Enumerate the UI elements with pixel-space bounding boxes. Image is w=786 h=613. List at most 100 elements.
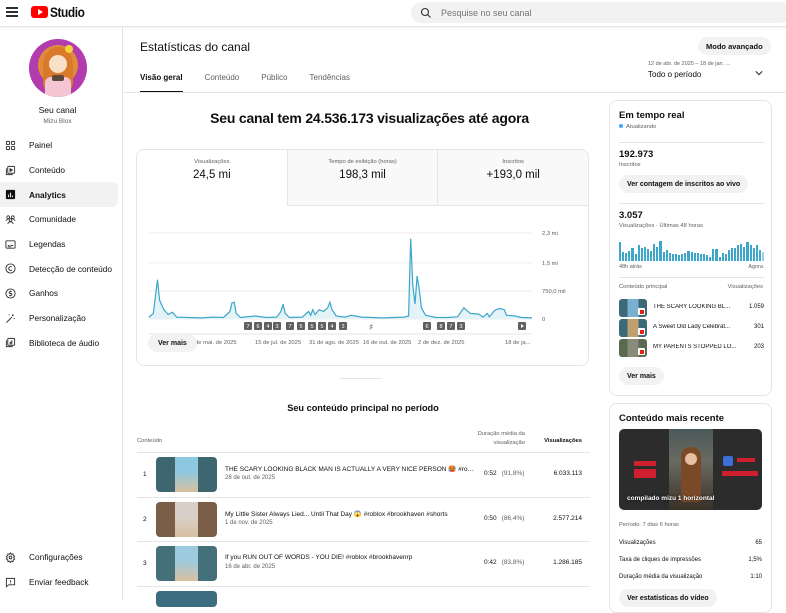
advanced-mode-button[interactable]: Modo avançado [698,37,771,55]
column-header-views[interactable]: Visualizações [544,438,582,444]
sidebar-item-label: Configurações [29,552,83,563]
video-title[interactable]: If you RUN OUT OF WORDS - YOU DIE! #robl… [225,554,413,561]
duration-percent: (86,4%) [501,514,525,522]
realtime-bar [668,253,671,261]
page-title: Estatísticas do canal [140,40,251,54]
item-title: MY PARENTS STOPPED LO... [653,344,737,350]
table-row[interactable]: 2 My Little Sister Always Lied... Until T… [137,498,590,542]
tab-tendencias[interactable]: Tendências [309,73,350,82]
search-input[interactable] [441,7,741,18]
like-icon [723,456,733,466]
metric-tab-views[interactable]: Visualizações 24,5 mi [137,150,287,206]
video-thumbnail [156,590,217,607]
channel-avatar[interactable] [29,39,87,97]
total-views-headline: Seu canal tem 24.536.173 visualizações a… [210,110,529,126]
table-header: Conteúdo Duração média da visualização V… [137,427,590,453]
video-analytics-button[interactable]: Ver estatísticas do vídeo [619,589,717,607]
realtime-bar [734,247,737,261]
svg-text:3: 3 [341,324,344,330]
sidebar-item-painel[interactable]: Painel [0,133,118,158]
content-icon [5,165,16,175]
item-views: 203 [753,344,764,350]
metric-label: Visualizações [194,159,230,165]
svg-text:4: 4 [330,324,333,330]
realtime-bar [737,245,740,261]
column-header-content[interactable]: Conteúdo [137,438,163,444]
svg-text:7: 7 [246,324,249,330]
realtime-bar [622,252,625,261]
sidebar-item-label: Detecção de conteúdo [29,263,113,274]
realtime-bar [690,252,693,261]
tab-conteudo[interactable]: Conteúdo [204,73,240,82]
column-header-avg-duration[interactable]: Duração média da visualização [477,431,525,446]
sidebar-item-deteccao[interactable]: Detecção de conteúdo [0,256,118,281]
dashboard-icon [5,140,16,150]
video-thumbnail [619,319,647,337]
date-range-picker[interactable]: 12 de abr. de 2025 – 18 de jan. ... Todo… [648,61,768,79]
sidebar-item-label: Conteúdo [29,165,65,176]
search-bar[interactable] [411,2,786,23]
realtime-bar [653,244,656,261]
sidebar-item-biblioteca-audio[interactable]: Biblioteca de áudio [0,331,118,356]
item-views: 1.059 [748,304,764,310]
metric-tab-watch-time[interactable]: Tempo de exibição (horas) 198,3 mil [286,150,438,206]
realtime-list-item[interactable]: A Sweet Old Lady Celebrat... 301 [619,319,764,337]
subscriber-label: Inscritos [619,162,641,168]
views-value: 2.577.214 [553,514,582,522]
table-row[interactable]: 1 THE SCARY LOOKING BLACK MAN IS ACTUALLY… [137,453,590,498]
video-thumbnail [156,457,217,492]
hamburger-menu-icon[interactable] [6,7,18,17]
realtime-list-item[interactable]: THE SCARY LOOKING BL... 1.059 [619,299,764,317]
tab-publico[interactable]: Público [261,73,288,82]
analytics-tabs: Visão geral Conteúdo Público Tendências [140,73,372,93]
sidebar-item-conteudo[interactable]: Conteúdo [0,158,118,183]
sidebar-item-analytics[interactable]: Analytics [0,182,118,208]
svg-text:7: 7 [449,324,452,330]
realtime-bar [706,255,709,261]
realtime-bar [643,246,646,261]
sidebar-item-label: Biblioteca de áudio [29,337,100,348]
svg-text:16 de out. de 2025: 16 de out. de 2025 [363,340,411,346]
recent-stat-avg-duration: Duração média da visualização 1:10 [619,574,762,580]
realtime-list-item[interactable]: MY PARENTS STOPPED LO... 203 [619,339,764,357]
tab-visao-geral[interactable]: Visão geral [140,73,183,93]
realtime-bar [678,255,681,261]
sidebar-item-label: Enviar feedback [29,577,89,588]
realtime-bar-chart[interactable] [619,241,765,261]
recent-content-card: Conteúdo mais recente compilado mizu 1 h… [609,403,772,613]
divider [619,203,764,204]
feedback-icon [5,577,16,588]
table-row-partial[interactable] [137,587,590,607]
youtube-studio-logo[interactable]: Studio [31,4,91,20]
recent-stat-ctr: Taxa de cliques de impressões 1,5% [619,557,762,563]
sidebar-item-ganhos[interactable]: Ganhos [0,281,118,306]
svg-text:2 de dez. de 2025: 2 de dez. de 2025 [418,340,464,346]
item-views: 301 [753,324,764,330]
sidebar-item-legendas[interactable]: Legendas [0,232,118,257]
sidebar-item-configuracoes[interactable]: Configurações [0,545,118,570]
realtime-status: Atualizando [619,124,656,130]
sidebar-item-personalizacao[interactable]: Personalização [0,306,118,331]
top-content-title: Seu conteúdo principal no período [287,403,439,413]
table-row[interactable]: 3 If you RUN OUT OF WORDS - YOU DIE! #rob… [137,542,590,587]
sidebar-item-comunidade[interactable]: Comunidade [0,207,118,232]
avg-duration: 0:52 (91,8%) [484,470,524,477]
sidebar-item-enviar-feedback[interactable]: Enviar feedback [0,570,118,595]
copyright-icon [5,263,16,274]
svg-text:29 de mai. de 2025: 29 de mai. de 2025 [187,340,237,346]
stat-value: 65 [755,540,762,546]
row-rank: 1 [143,471,147,478]
realtime-bar [687,251,690,261]
live-subscriber-count-button[interactable]: Ver contagem de inscritos ao vivo [619,175,749,193]
video-thumbnail [619,339,647,357]
realtime-bar [681,254,684,261]
video-title[interactable]: THE SCARY LOOKING BLACK MAN IS ACTUALLY … [225,466,475,473]
video-date: 16 de abr. de 2025 [225,564,276,570]
see-more-button[interactable]: Ver mais [619,367,664,385]
app-name: Studio [50,4,85,20]
metric-tab-subscribers[interactable]: Inscritos +193,0 mil [437,150,588,206]
video-title[interactable]: My Little Sister Always Lied... Until Th… [225,510,448,518]
recent-video-thumbnail[interactable]: compilado mizu 1 horizontal [619,429,762,510]
see-more-button[interactable]: Ver mais [148,334,197,352]
